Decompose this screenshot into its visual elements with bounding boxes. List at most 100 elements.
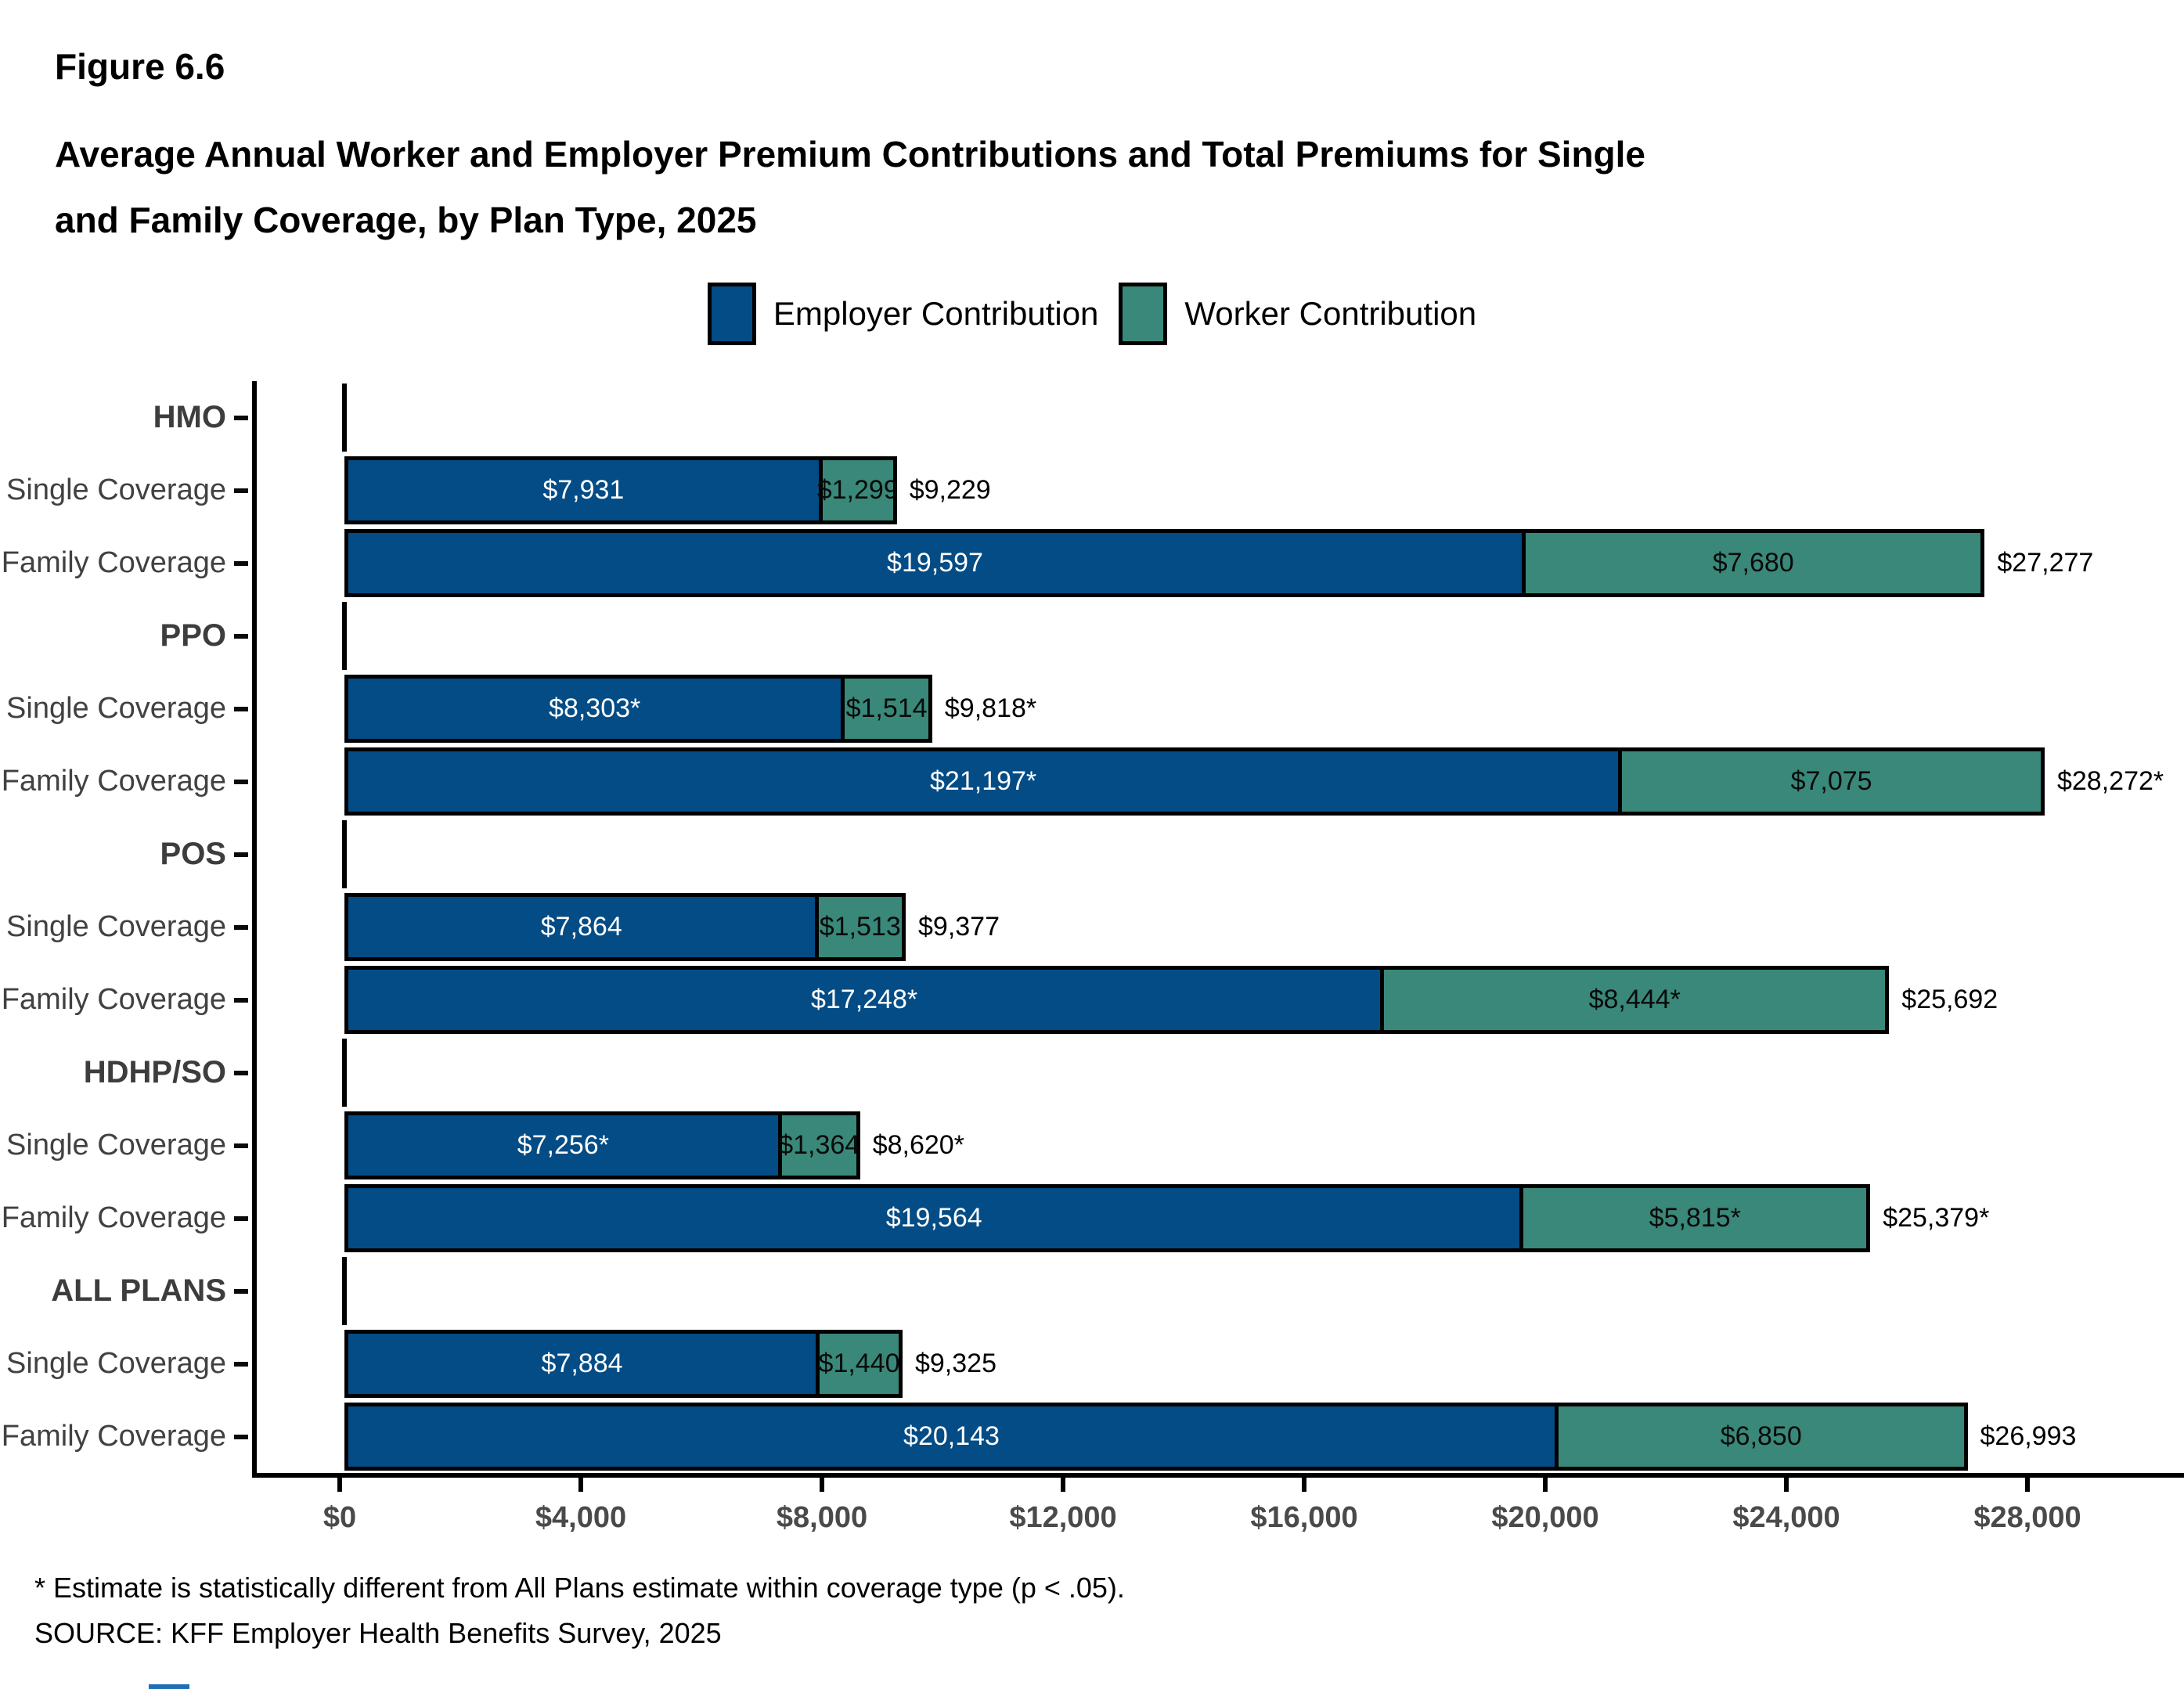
- asterisk-footnote: * Estimate is statistically different fr…: [34, 1572, 1125, 1604]
- x-axis-tick-label: $24,000: [1732, 1501, 1840, 1535]
- y-axis-tick: [234, 1215, 248, 1221]
- worker-contribution-segment: $1,440: [816, 1330, 903, 1399]
- plan-type-label: ALL PLANS: [51, 1273, 226, 1309]
- all-plans-single-coverage-label-cell: Single Coverage: [0, 1327, 252, 1400]
- x-axis-tick-label: $8,000: [776, 1501, 868, 1535]
- y-axis-tick: [234, 633, 248, 639]
- coverage-label: Single Coverage: [6, 474, 226, 507]
- y-axis-tick: [234, 1288, 248, 1294]
- x-axis-tick-label: $28,000: [1973, 1501, 2081, 1535]
- x-axis: $0 $4,000 $8,000 $12,000 $16,000 $20,000 $24,0…: [252, 1473, 2184, 1559]
- worker-contribution-segment: $1,364: [777, 1111, 860, 1180]
- employer-value-label: $20,143: [903, 1421, 1000, 1452]
- plan-type-label: POS: [160, 837, 226, 872]
- x-axis-tick: [337, 1478, 342, 1493]
- all-plans-single-coverage-plot-cell: $7,884 $1,440 $9,325: [252, 1327, 2184, 1401]
- total-premium-label: $25,379*: [1883, 1203, 1990, 1233]
- total-premium-label: $25,692: [1901, 985, 1998, 1015]
- employer-contribution-segment: $7,864: [344, 893, 819, 962]
- employer-contribution-segment: $19,564: [344, 1184, 1524, 1253]
- employer-value-label: $19,597: [887, 548, 983, 578]
- zero-baseline-mark: [342, 1039, 347, 1107]
- pos-family-coverage-label-cell: Family Coverage: [0, 963, 252, 1036]
- x-axis-tick-label: $4,000: [535, 1501, 627, 1535]
- y-axis-tick: [234, 852, 248, 857]
- worker-contribution-segment: $8,444*: [1380, 966, 1890, 1035]
- total-premium-label: $9,818*: [944, 693, 1037, 724]
- ppo-single-coverage-row: Single Coverage $8,303* $1,514 $9,818*: [0, 672, 2184, 746]
- plan-type-label: HDHP/SO: [83, 1055, 226, 1090]
- plan-type-hdhp-so-row: HDHP/SO: [0, 1036, 2184, 1110]
- hdhp-so-family-coverage-row: Family Coverage $19,564 $5,815* $25,379*: [0, 1182, 2184, 1255]
- worker-value-label: $1,513: [819, 912, 901, 942]
- hmo-family-coverage-bar: $19,597 $7,680 $27,277: [344, 529, 2093, 598]
- worker-value-label: $1,514: [845, 693, 928, 724]
- worker-value-label: $1,299: [816, 475, 899, 506]
- pos-family-coverage-row: Family Coverage $17,248* $8,444* $25,692: [0, 963, 2184, 1037]
- worker-value-label: $7,680: [1712, 548, 1794, 578]
- employer-value-label: $7,864: [540, 912, 622, 942]
- hmo-single-coverage-label-cell: Single Coverage: [0, 454, 252, 527]
- worker-contribution-swatch: [1119, 283, 1168, 346]
- plan-type-label: PPO: [160, 618, 226, 654]
- hdhp-so-single-coverage-plot-cell: $7,256* $1,364 $8,620*: [252, 1109, 2184, 1183]
- legend: Employer Contribution Worker Contributio…: [0, 283, 2184, 346]
- employer-contribution-segment: $7,884: [344, 1330, 820, 1399]
- worker-contribution-segment: $7,075: [1618, 747, 2045, 816]
- chart-title-line-1: Average Annual Worker and Employer Premi…: [55, 134, 1646, 175]
- x-axis-tick: [1061, 1478, 1065, 1493]
- legend-item-worker: Worker Contribution: [1119, 283, 1477, 346]
- worker-value-label: $5,815*: [1649, 1203, 1741, 1233]
- x-axis-tick: [1543, 1478, 1548, 1493]
- total-premium-label: $9,377: [918, 912, 1000, 942]
- total-premium-label: $8,620*: [872, 1130, 964, 1161]
- employer-value-label: $17,248*: [810, 985, 918, 1015]
- ppo-family-coverage-plot-cell: $21,197* $7,075 $28,272*: [252, 745, 2184, 819]
- total-premium-label: $28,272*: [2056, 766, 2164, 797]
- y-axis-tick: [234, 1434, 248, 1439]
- hdhp-so-single-coverage-bar: $7,256* $1,364 $8,620*: [344, 1111, 964, 1180]
- hdhp-so-single-coverage-row: Single Coverage $7,256* $1,364 $8,620*: [0, 1109, 2184, 1183]
- coverage-label: Family Coverage: [1, 546, 226, 580]
- plan-type-hdhp-so-plot-cell: [252, 1036, 2184, 1110]
- employer-contribution-swatch: [707, 283, 756, 346]
- employer-value-label: $7,256*: [517, 1130, 609, 1161]
- employer-value-label: $21,197*: [930, 766, 1037, 797]
- total-premium-label: $9,229: [909, 475, 991, 506]
- pos-single-coverage-row: Single Coverage $7,864 $1,513 $9,377: [0, 891, 2184, 964]
- all-plans-family-coverage-bar: $20,143 $6,850 $26,993: [344, 1403, 2076, 1471]
- y-axis-tick: [234, 1070, 248, 1075]
- y-axis-tick: [234, 488, 248, 493]
- coverage-label: Family Coverage: [1, 983, 226, 1017]
- plan-type-all-plans-row: ALL PLANS: [0, 1255, 2184, 1328]
- coverage-label: Family Coverage: [1, 1201, 226, 1235]
- x-axis-tick-label: $20,000: [1491, 1501, 1599, 1535]
- employer-contribution-segment: $7,931: [344, 456, 823, 525]
- worker-value-label: $1,364: [778, 1130, 860, 1161]
- pos-single-coverage-bar: $7,864 $1,513 $9,377: [344, 893, 1000, 962]
- y-axis-tick: [234, 1361, 248, 1367]
- all-plans-single-coverage-row: Single Coverage $7,884 $1,440 $9,325: [0, 1327, 2184, 1401]
- hmo-single-coverage-row: Single Coverage $7,931 $1,299 $9,229: [0, 454, 2184, 528]
- total-premium-label: $26,993: [1980, 1421, 2077, 1452]
- coverage-label: Single Coverage: [6, 910, 226, 944]
- employer-contribution-segment: $21,197*: [344, 747, 1623, 816]
- y-axis-tick: [234, 560, 248, 566]
- pos-single-coverage-plot-cell: $7,864 $1,513 $9,377: [252, 891, 2184, 964]
- plot-rows: HMO Single Coverage $7,931 $1,299 $9,229 Fami…: [0, 381, 2184, 1474]
- worker-contribution-segment: $1,514: [841, 675, 932, 744]
- coverage-label: Single Coverage: [6, 1129, 226, 1162]
- employer-contribution-segment: $19,597: [344, 529, 1526, 598]
- worker-contribution-segment: $1,513: [814, 893, 906, 962]
- legend-item-employer: Employer Contribution: [707, 283, 1098, 346]
- legend-label-worker: Worker Contribution: [1184, 295, 1477, 333]
- plan-type-ppo-row: PPO: [0, 600, 2184, 673]
- plan-type-pos-label-cell: POS: [0, 818, 252, 891]
- plan-type-pos-plot-cell: [252, 818, 2184, 891]
- x-axis-tick-label: $16,000: [1250, 1501, 1358, 1535]
- zero-baseline-mark: [342, 820, 347, 889]
- hdhp-so-family-coverage-plot-cell: $19,564 $5,815* $25,379*: [252, 1182, 2184, 1255]
- all-plans-family-coverage-row: Family Coverage $20,143 $6,850 $26,993: [0, 1400, 2184, 1474]
- worker-value-label: $7,075: [1790, 766, 1872, 797]
- plan-type-ppo-plot-cell: [252, 600, 2184, 673]
